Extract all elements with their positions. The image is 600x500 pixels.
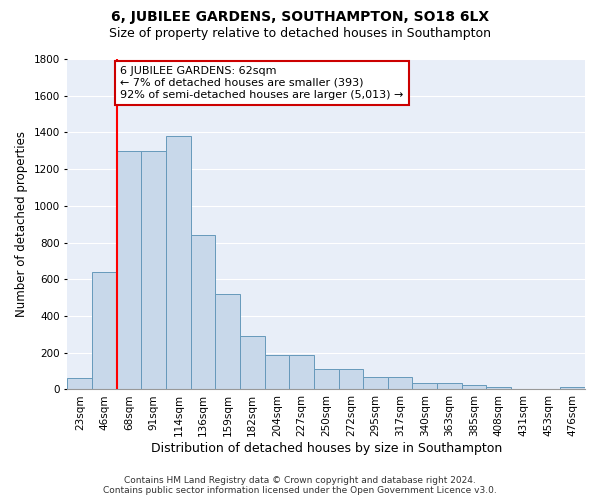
Bar [487, 386, 511, 390]
Text: 6 JUBILEE GARDENS: 62sqm
← 7% of detached houses are smaller (393)
92% of semi-d: 6 JUBILEE GARDENS: 62sqm ← 7% of detache… [121, 66, 404, 100]
Bar [462, 385, 487, 390]
Bar [92, 272, 117, 390]
Bar [265, 356, 289, 390]
Text: Contains HM Land Registry data © Crown copyright and database right 2024.
Contai: Contains HM Land Registry data © Crown c… [103, 476, 497, 495]
Bar [191, 235, 215, 390]
Bar [412, 383, 437, 390]
Bar [166, 136, 191, 390]
Bar [536, 388, 560, 390]
Bar [142, 151, 166, 390]
Y-axis label: Number of detached properties: Number of detached properties [15, 131, 28, 317]
Bar [560, 386, 585, 390]
Bar [388, 376, 412, 390]
Bar [363, 376, 388, 390]
Bar [67, 378, 92, 390]
Bar [117, 151, 142, 390]
Bar [338, 370, 363, 390]
Bar [314, 370, 338, 390]
Text: Size of property relative to detached houses in Southampton: Size of property relative to detached ho… [109, 28, 491, 40]
Bar [240, 336, 265, 390]
Bar [437, 383, 462, 390]
Text: 6, JUBILEE GARDENS, SOUTHAMPTON, SO18 6LX: 6, JUBILEE GARDENS, SOUTHAMPTON, SO18 6L… [111, 10, 489, 24]
Bar [289, 356, 314, 390]
Bar [215, 294, 240, 390]
X-axis label: Distribution of detached houses by size in Southampton: Distribution of detached houses by size … [151, 442, 502, 455]
Bar [511, 388, 536, 390]
